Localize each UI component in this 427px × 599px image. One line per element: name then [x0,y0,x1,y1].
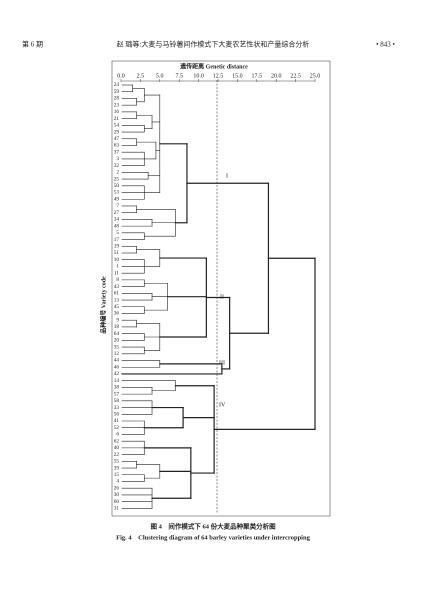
x-tick-label: 7.5 [175,73,183,79]
x-tick-label: 25.0 [310,73,321,79]
leaf-label: 33 [114,405,120,411]
leaf-label: 31 [114,506,120,512]
leaf-label: 41 [114,418,120,424]
leaf-label: 26 [114,485,120,491]
leaf-label: 12 [114,351,120,357]
leaf-label: 37 [114,149,120,155]
leaf-label: 48 [114,223,120,229]
leaf-label: 3 [116,156,119,162]
x-tick-label: 10.0 [193,73,204,79]
leaf-label: 32 [114,163,120,169]
leaf-label: 64 [114,331,120,337]
leaf-label: 27 [114,210,120,216]
leaf-label: 7 [116,203,119,209]
leaf-label: 17 [114,237,120,243]
leaf-label: 42 [114,371,120,377]
caption-cn: 图 4 间作模式下 64 份大麦品种聚类分析图 [150,521,276,530]
y-axis-title: 品种编号 Variety code [99,276,107,334]
cluster-label: IV [219,402,226,408]
leaf-label: 23 [114,102,120,108]
x-tick-label: 17.5 [252,73,263,79]
leaf-label: 38 [114,385,120,391]
leaf-label: 29 [114,129,120,135]
leaf-label: 15 [114,472,120,478]
leaf-label: 49 [114,196,120,202]
x-tick-label: 5.0 [156,73,164,79]
leaf-label: 59 [114,89,120,95]
x-tick-label: 2.5 [137,73,145,79]
cluster-label: I [226,173,228,179]
leaf-label: 53 [114,190,120,196]
leaf-label: 35 [114,344,120,350]
leaf-label: 36 [114,311,120,317]
leaf-label: 50 [114,183,120,189]
leaf-label: 56 [114,411,120,417]
leaf-label: 40 [114,445,120,451]
page-number: • 843 • [376,41,395,49]
leaf-label: 47 [114,136,120,142]
leaf-label: 20 [114,338,120,344]
leaf-label: 8 [116,277,119,283]
leaf-label: 2 [116,170,119,176]
leaf-label: 39 [114,465,120,471]
x-tick-label: 12.5 [213,73,224,79]
leaf-label: 52 [114,425,120,431]
leaf-label: 22 [114,452,120,458]
running-title: 赵 璐等:大麦与马铃薯间作模式下大麦农艺性状和产量综合分析 [117,40,310,49]
leaf-label: 30 [114,492,120,498]
leaf-label: 5 [116,230,119,236]
x-tick-label: 15.0 [232,73,243,79]
x-tick-label: 22.5 [290,73,301,79]
leaf-label: 34 [114,217,120,223]
leaf-label: 51 [114,250,120,256]
axis-title: 遗传距离 Genetic distance [179,62,248,70]
leaf-label: 24 [114,82,120,88]
leaf-label: 62 [114,438,120,444]
leaf-label: 10 [114,257,120,263]
leaf-label: 43 [114,284,120,290]
leaf-label: 13 [114,297,120,303]
leaf-label: 18 [114,324,120,330]
leaf-label: 16 [114,109,120,115]
leaf-label: 58 [114,398,120,404]
leaf-label: 1 [116,264,119,270]
caption-en: Fig. 4 Clustering diagram of 64 barley v… [116,534,310,541]
leaf-label: 63 [114,143,120,149]
leaf-label: 28 [114,96,120,102]
leaf-label: 57 [114,391,120,397]
leaf-label: 55 [114,459,120,465]
leaf-label: 46 [114,364,120,370]
leaf-label: 4 [116,479,119,485]
leaf-label: 9 [116,317,119,323]
leaf-label: 21 [114,116,120,122]
x-tick-label: 20.0 [271,73,282,79]
leaf-label: 45 [114,304,120,310]
leaf-label: 25 [114,176,120,182]
leaf-label: 60 [114,499,120,505]
leaf-label: 6 [116,432,119,438]
leaf-label: 54 [114,123,120,129]
leaf-label: 61 [114,291,120,297]
issue: 第 6 期 [22,40,43,49]
leaf-label: 11 [114,270,119,276]
leaf-label: 44 [114,358,120,364]
leaf-label: 14 [114,378,120,384]
figure-frame [111,60,331,517]
x-tick-label: 0.0 [117,73,125,79]
leaf-label: 19 [114,243,120,249]
